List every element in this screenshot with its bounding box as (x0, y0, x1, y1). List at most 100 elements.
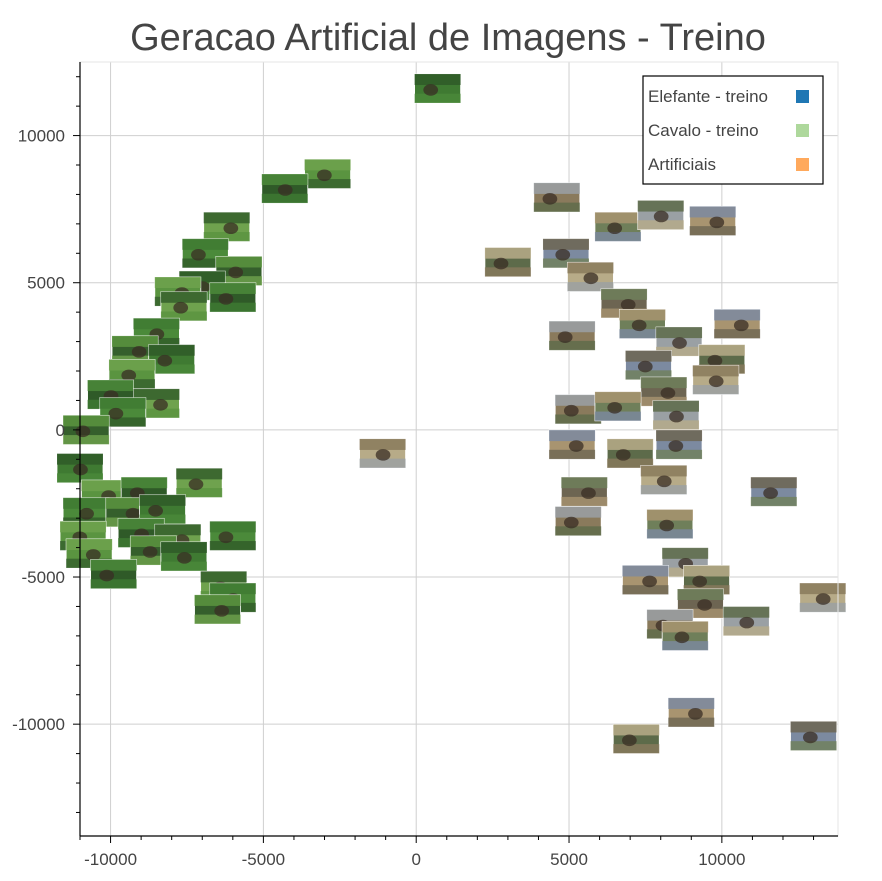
thumbnail-subject (669, 410, 684, 423)
thumbnail-ground (646, 529, 693, 539)
thumbnail-subject (99, 569, 115, 582)
thumbnail-sky (549, 430, 596, 442)
thumbnail-sky (176, 468, 223, 480)
data-point-thumbnail (622, 565, 669, 595)
legend-swatch (796, 124, 809, 137)
legend-item: Artificiais (648, 155, 809, 174)
data-point-thumbnail (548, 320, 596, 351)
data-point-thumbnail (567, 261, 614, 292)
thumbnail-subject (79, 507, 94, 520)
thumbnail-subject (188, 478, 204, 491)
thumbnail-subject (157, 354, 173, 367)
legend-label: Elefante - treino (648, 87, 768, 106)
thumbnail-ground (714, 329, 761, 339)
data-point-thumbnail (790, 721, 837, 751)
data-point-thumbnail (175, 467, 223, 498)
thumbnail-subject (674, 631, 690, 644)
thumbnail-ground (63, 435, 110, 445)
thumbnail-sky (209, 583, 256, 595)
thumbnail-sky (60, 521, 107, 533)
thumbnail-ground (656, 346, 703, 357)
thumbnail-sky (194, 594, 241, 606)
thumbnail-subject (177, 552, 192, 564)
thumbnail-subject (672, 337, 687, 349)
data-point-thumbnail (209, 520, 257, 551)
chart-title: Geracao Artificial de Imagens - Treino (130, 17, 766, 59)
thumbnail-sky (304, 159, 351, 171)
thumbnail-sky (133, 388, 180, 400)
thumbnail-subject (697, 599, 712, 611)
thumbnail-ground (359, 458, 406, 468)
thumbnail-subject (218, 531, 234, 544)
thumbnail-ground (656, 449, 703, 460)
data-point-thumbnail (133, 388, 180, 419)
thumbnail-sky (653, 400, 700, 412)
data-point-thumbnail (548, 429, 596, 460)
thumbnail-sky (594, 391, 641, 403)
thumbnail-sky (619, 309, 666, 321)
thumbnail-sky (790, 721, 837, 733)
thumbnail-sky (66, 538, 113, 550)
thumbnail-sky (154, 277, 201, 289)
thumbnail-ground (613, 744, 660, 754)
thumbnail-sky (750, 477, 797, 489)
thumbnail-sky (154, 524, 201, 536)
thumbnail-subject (692, 575, 708, 588)
thumbnail-ground (692, 385, 739, 395)
x-tick-label: 0 (411, 850, 420, 869)
thumbnail-sky (594, 212, 641, 224)
thumbnail-subject (218, 293, 234, 305)
legend-swatch (796, 158, 809, 171)
data-point-thumbnail (661, 620, 709, 651)
thumbnail-sky (723, 606, 770, 618)
y-tick-label: 10000 (18, 127, 65, 146)
thumbnail-sky (179, 271, 226, 283)
thumbnail-ground (549, 340, 596, 351)
thumbnail-subject (659, 519, 675, 532)
thumbnail-subject (277, 184, 293, 196)
data-point-thumbnail (640, 465, 688, 495)
data-point-thumbnail (99, 397, 147, 428)
data-point-thumbnail (203, 211, 251, 242)
thumbnail-ground (99, 417, 146, 427)
x-tick-label: 10000 (698, 850, 745, 869)
thumbnail-sky (105, 497, 152, 509)
data-point-thumbnail (62, 414, 110, 445)
thumbnail-subject (620, 298, 636, 311)
thumbnail-sky (692, 365, 739, 377)
data-point-thumbnail (722, 606, 770, 637)
thumbnail-sky (714, 309, 761, 321)
thumbnail-subject (631, 319, 647, 332)
thumbnail-ground (555, 526, 602, 536)
data-point-thumbnail (689, 206, 737, 236)
thumbnail-sky (640, 377, 687, 389)
thumbnail-sky (359, 438, 406, 450)
thumbnail-ground (304, 179, 351, 189)
thumbnail-subject (607, 401, 623, 414)
thumbnail-subject (542, 193, 558, 205)
data-point-thumbnail (542, 238, 590, 269)
thumbnail-sky (656, 327, 703, 339)
thumbnail-ground (203, 232, 250, 242)
thumbnail-sky (63, 497, 110, 509)
thumbnail-sky (533, 182, 580, 194)
data-point-thumbnail (637, 200, 685, 230)
data-point-thumbnail (799, 582, 847, 613)
thumbnail-sky (414, 73, 461, 86)
thumbnail-ground (160, 311, 207, 321)
data-point-thumbnail (304, 158, 351, 189)
y-tick-label: -5000 (22, 568, 65, 587)
data-point-thumbnail (148, 344, 196, 375)
thumbnail-subject (583, 272, 599, 285)
thumbnail-sky (607, 438, 654, 450)
thumbnail-sky (63, 415, 110, 427)
legend-item: Cavalo - treino (648, 121, 809, 140)
thumbnail-sky (662, 621, 709, 633)
data-point-thumbnail (655, 326, 703, 357)
thumbnail-ground (723, 626, 770, 636)
thumbnail-sky (261, 174, 308, 186)
thumbnail-sky (90, 559, 137, 571)
data-point-thumbnail (261, 173, 309, 204)
thumbnail-subject (568, 440, 584, 452)
legend-box (642, 75, 824, 185)
